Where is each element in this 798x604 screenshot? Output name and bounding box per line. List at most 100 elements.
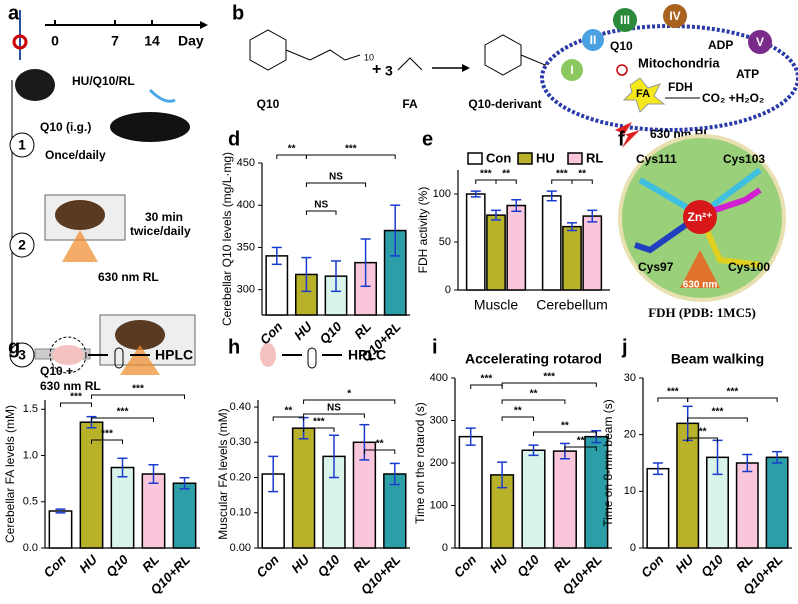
y-tick-label: 200 <box>430 457 448 469</box>
light <box>120 345 160 375</box>
complex <box>748 30 772 54</box>
x-tick-label: Con <box>638 552 667 581</box>
x-tick-label: Con <box>253 552 282 581</box>
legend-swatch <box>567 152 583 165</box>
y-tick-label: 50 <box>439 236 451 248</box>
significance-label: ** <box>288 144 296 155</box>
y-tick-label: 0 <box>445 284 451 296</box>
x-tick-label: Q10 <box>698 551 727 580</box>
panel-letter: g <box>8 336 20 358</box>
light-label: 630 nm <box>683 280 718 291</box>
organelle-label: Mitochondria <box>638 55 720 70</box>
y-tick-label: 0.10 <box>230 507 251 519</box>
significance-bracket <box>303 413 365 418</box>
significance-label: ** <box>561 421 569 432</box>
step-text: 630 nm RL <box>98 270 159 284</box>
significance-label: ** <box>285 406 293 417</box>
y-tick-label: 0.20 <box>230 471 251 483</box>
significance-label: *** <box>727 387 739 398</box>
step-text: 630 nm RL <box>40 379 101 393</box>
bar <box>541 195 562 291</box>
significance-label: *** <box>543 372 555 383</box>
significance-label: ** <box>699 427 707 438</box>
significance-label: ** <box>514 406 522 417</box>
significance-label: *** <box>712 407 724 418</box>
step-text: Q10 (i.g.) <box>40 120 91 134</box>
bar <box>48 510 73 549</box>
bar <box>552 450 577 549</box>
panel-c: c I II III IV V Q10 ADP ATP Mitochondria… <box>540 2 798 148</box>
complex-label: III <box>620 13 630 27</box>
bar <box>646 467 670 549</box>
significance-label: ** <box>376 439 384 450</box>
residue-label: Cys103 <box>723 152 765 166</box>
step-number: 3 <box>18 347 26 363</box>
caption: FDH (PDB: 1MC5) <box>648 305 756 320</box>
complex <box>582 29 604 51</box>
method: HPLC <box>155 347 193 363</box>
significance-bracket <box>276 154 307 159</box>
tissue <box>260 343 276 367</box>
significance-bracket <box>551 179 573 184</box>
significance-label: ** <box>577 436 585 447</box>
significance-bracket <box>495 179 517 184</box>
bar <box>172 482 197 549</box>
bar <box>141 473 166 549</box>
y-tick-label: 100 <box>430 499 448 511</box>
ring <box>484 34 522 76</box>
reactant: FA <box>402 97 418 111</box>
atp-label: ATP <box>736 67 759 81</box>
significance-label: *** <box>117 407 129 418</box>
tube <box>307 347 317 369</box>
bar <box>735 462 759 549</box>
significance-bracket <box>501 416 534 421</box>
fdh-label: FDH <box>668 80 693 94</box>
significance-label: *** <box>345 144 357 155</box>
significance-bracket <box>303 399 396 404</box>
step-circle <box>9 342 35 368</box>
significance-bracket <box>470 384 503 389</box>
y-axis-title: Cerebellar Q10 levels (mg/L·mg) <box>220 152 234 326</box>
residue-label: Cys100 <box>728 260 770 274</box>
q10-label: Q10 <box>610 39 633 53</box>
x-tick-label: RL <box>351 319 374 342</box>
x-tick-label: Con <box>451 552 480 581</box>
significance-bracket <box>305 210 337 215</box>
timeline-unit: Day <box>178 33 204 49</box>
treatment: HU/Q10/RL <box>72 74 135 88</box>
ion-label: Zn²⁺ <box>688 210 713 224</box>
step-text: Once/daily <box>45 148 106 162</box>
step-text: 30 min <box>145 210 183 224</box>
step-text: twice/daily <box>130 224 191 238</box>
significance-label: *** <box>556 169 568 180</box>
y-tick-label: 1.5 <box>23 403 38 415</box>
significance-bracket <box>305 182 367 187</box>
complex-label: I <box>570 63 573 77</box>
bar <box>582 215 603 291</box>
y-tick-label: 400 <box>237 199 255 211</box>
significance-label: *** <box>480 169 492 180</box>
x-tick-label: HU <box>288 552 312 576</box>
x-tick-label: HU <box>672 552 696 576</box>
panel-letter: e <box>422 128 433 150</box>
x-tick-label: Q10 <box>514 551 543 580</box>
outline <box>49 336 87 374</box>
y-tick-label: 0 <box>630 542 636 554</box>
significance-bracket <box>687 417 748 422</box>
step-number: 2 <box>18 237 26 253</box>
significance-bracket <box>475 179 497 184</box>
x-tick-label: RL <box>350 552 373 575</box>
bar <box>676 422 700 549</box>
complex <box>613 8 637 32</box>
significance-label: NS <box>329 172 343 183</box>
y-tick-label: 10 <box>624 485 636 497</box>
x-tick-label: RL <box>733 552 756 575</box>
y-axis-title: Time on the rotarod (s) <box>413 402 427 524</box>
significance-bracket <box>533 431 597 436</box>
timeline-label: 7 <box>111 33 119 49</box>
y-tick-label: 450 <box>237 157 255 169</box>
y-tick-label: 100 <box>433 188 451 200</box>
bar <box>765 456 789 549</box>
significance-bracket <box>687 397 778 402</box>
residue <box>634 212 702 254</box>
